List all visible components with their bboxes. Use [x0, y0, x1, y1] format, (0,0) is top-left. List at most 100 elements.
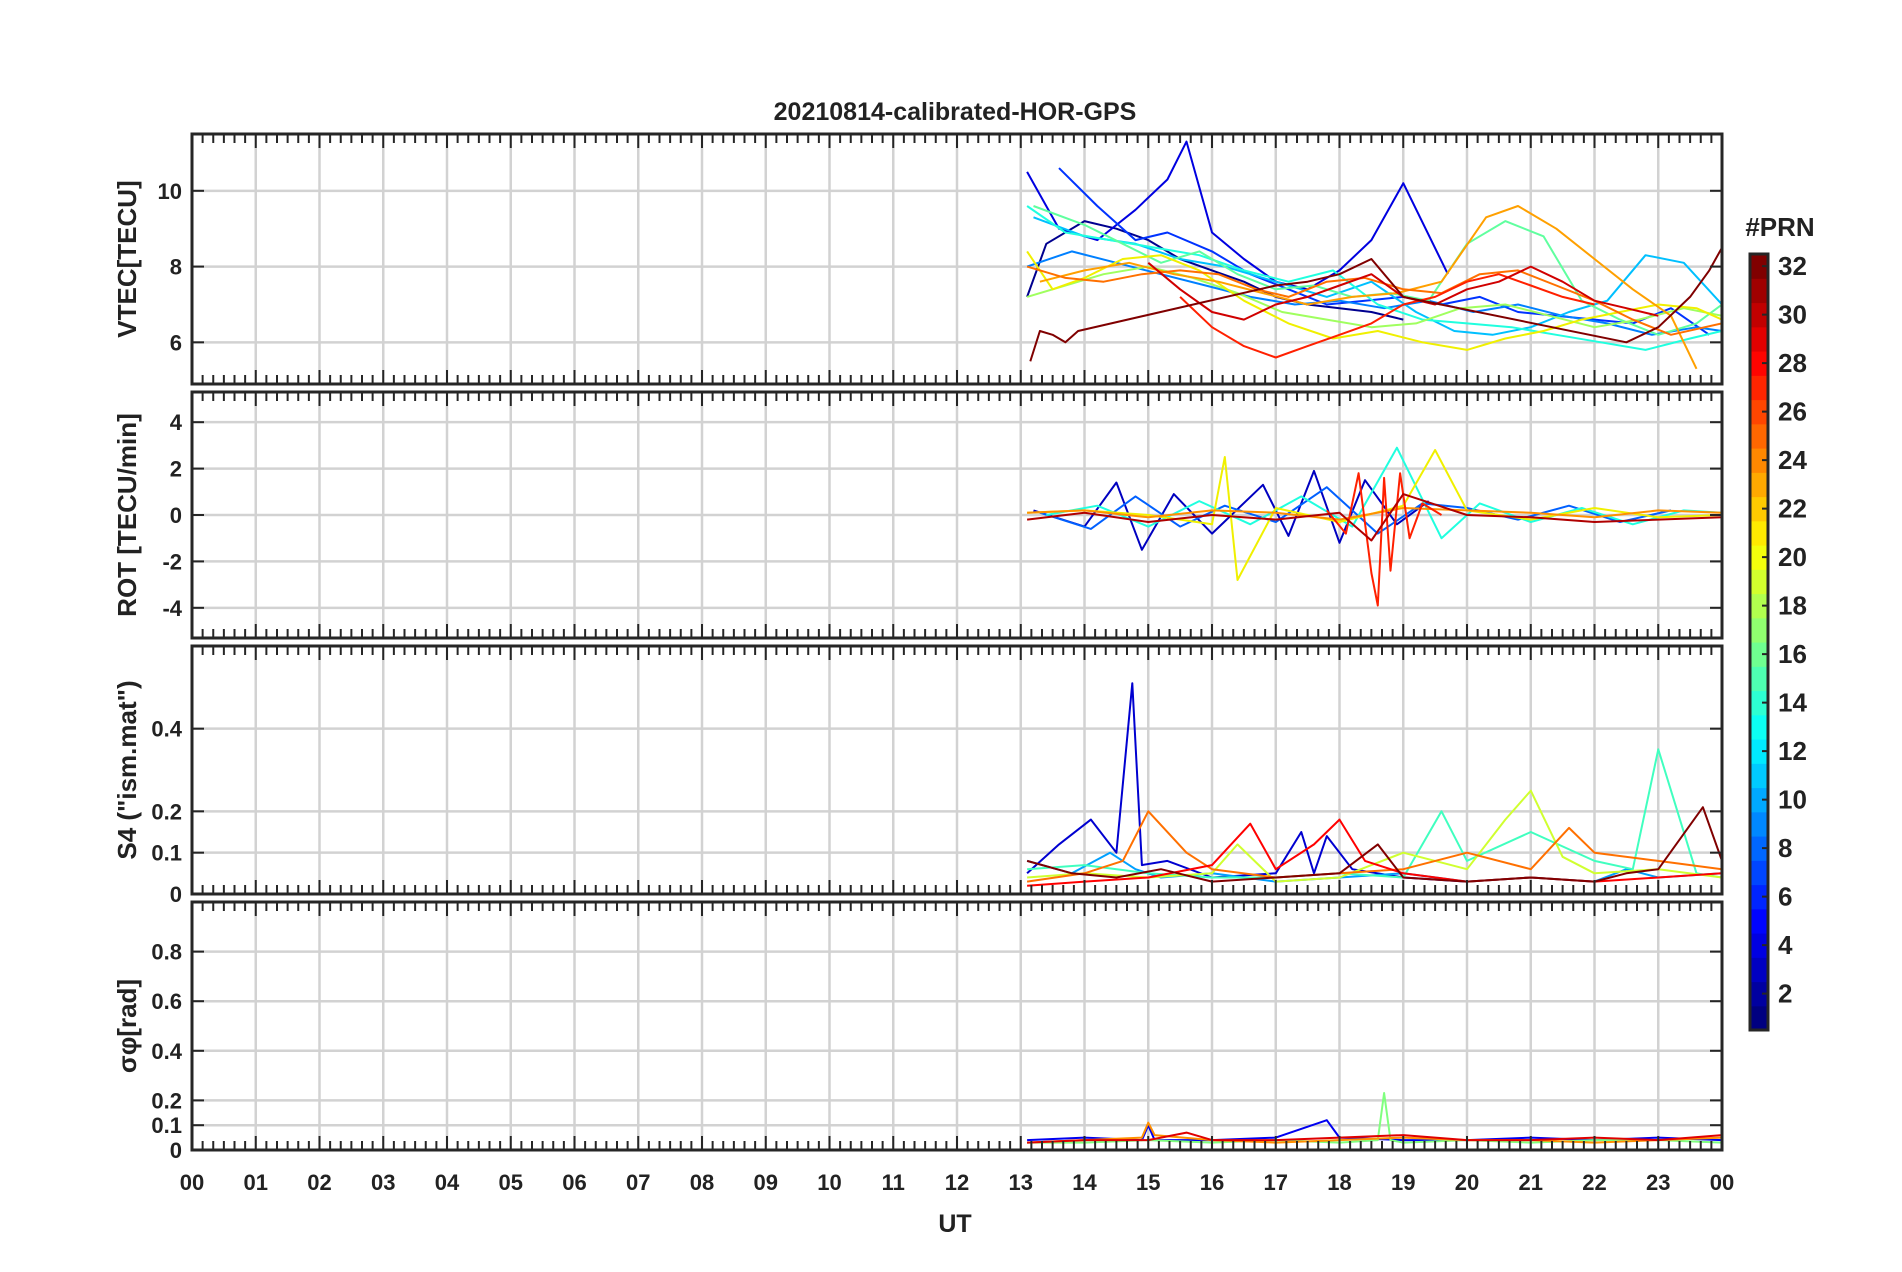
colorbar-tick-label: 20 — [1778, 542, 1807, 572]
colorbar-label: #PRN — [1745, 212, 1814, 242]
series-line-prn-27 — [1326, 472, 1443, 607]
y-tick-label: 0.1 — [151, 1113, 182, 1138]
colorbar-tick-label: 10 — [1778, 785, 1807, 815]
x-tick-label: 15 — [1136, 1170, 1160, 1195]
series-line-prn-31 — [1029, 247, 1722, 362]
colorbar-segment — [1750, 375, 1768, 401]
x-tick-labels: 00 01 02 03 04 05 06 07 08 09 10 11 12 13 14 15 16 17 18 19… — [180, 1170, 1734, 1195]
y-tick-label: 6 — [170, 330, 182, 355]
colorbar-tick-label: 32 — [1778, 251, 1807, 281]
x-tick-label: 16 — [1200, 1170, 1224, 1195]
x-tick-label: 04 — [435, 1170, 460, 1195]
colorbar-segment — [1750, 690, 1768, 716]
colorbar-segment — [1750, 739, 1768, 764]
series-line-prn-30 — [1026, 493, 1722, 542]
colorbar-tick-label: 6 — [1778, 882, 1792, 912]
x-tick-label: 14 — [1072, 1170, 1097, 1195]
series-line-prn-11 — [1033, 216, 1722, 336]
y-axis-label: ROT [TECU/min] — [112, 413, 142, 617]
y-tick-label: 0.4 — [151, 1039, 182, 1064]
series-line-prn-32 — [1026, 806, 1722, 883]
series-line-prn-1 — [1026, 220, 1404, 321]
y-tick-label: 8 — [170, 255, 182, 280]
x-tick-label: 09 — [754, 1170, 778, 1195]
x-tick-label: 18 — [1327, 1170, 1351, 1195]
x-tick-label: 20 — [1455, 1170, 1479, 1195]
panel-rot: -4 -2 0 2 4 ROT [TECU/min] — [112, 390, 1724, 640]
colorbar-segment — [1750, 593, 1768, 619]
series-line-prn-15 — [1027, 748, 1722, 879]
colorbar-segment — [1750, 642, 1768, 667]
y-tick-label: 0 — [170, 503, 182, 528]
colorbar-tick-label: 28 — [1778, 348, 1807, 378]
colorbar-tick-label: 4 — [1778, 930, 1793, 960]
axes-frame — [190, 390, 1724, 640]
colorbar-segment — [1750, 617, 1768, 643]
x-tick-label: 06 — [562, 1170, 586, 1195]
series-line-prn-7 — [1039, 486, 1672, 535]
series-line-prn-23 — [1027, 507, 1722, 521]
colorbar-segment — [1750, 884, 1768, 910]
axes-frame — [190, 644, 1724, 896]
colorbar-segment — [1750, 787, 1768, 813]
colorbar-segment — [1750, 1005, 1768, 1031]
colorbar-segment — [1750, 957, 1768, 983]
y-tick-label: 0.2 — [151, 799, 182, 824]
y-tick-label: 0 — [170, 882, 182, 907]
series-group — [1026, 446, 1722, 607]
y-tick-label: 0.2 — [151, 1088, 182, 1113]
colorbar-tick-label: 14 — [1778, 688, 1807, 718]
colorbar-segment — [1750, 811, 1768, 837]
colorbar-segment — [1750, 520, 1768, 546]
colorbar-segment — [1750, 326, 1768, 352]
y-axis-label: S4 ("ism.mat") — [112, 680, 142, 859]
x-tick-label: 17 — [1264, 1170, 1288, 1195]
y-tick-label: 0.6 — [151, 989, 182, 1014]
colorbar-segment — [1750, 860, 1768, 886]
colorbar-segment — [1750, 763, 1768, 789]
series-group — [1026, 140, 1722, 370]
x-tick-label: 23 — [1646, 1170, 1670, 1195]
x-tick-label: 00 — [1710, 1170, 1734, 1195]
x-tick-label: 19 — [1391, 1170, 1415, 1195]
y-axis-label: σφ[rad] — [112, 979, 142, 1073]
series-line-prn-19 — [1027, 789, 1722, 883]
x-tick-label: 13 — [1009, 1170, 1033, 1195]
y-tick-label: -2 — [162, 549, 182, 574]
colorbar-tick-label: 22 — [1778, 494, 1807, 524]
y-tick-label: 0.4 — [151, 717, 182, 742]
colorbar-segment — [1750, 908, 1768, 934]
colorbar-segment — [1750, 569, 1768, 595]
x-tick-label: 08 — [690, 1170, 714, 1195]
colorbar-segment — [1750, 472, 1768, 498]
colorbar-segment — [1750, 399, 1768, 425]
y-tick-label: 4 — [170, 410, 183, 435]
series-line-prn-18 — [1026, 265, 1722, 329]
colorbar-tick-label: 18 — [1778, 591, 1807, 621]
y-axis-label: VTEC[TECU] — [112, 180, 142, 337]
x-tick-label: 07 — [626, 1170, 650, 1195]
x-tick-label: 12 — [945, 1170, 969, 1195]
series-line-prn-8 — [1026, 250, 1722, 336]
colorbar-tick-label: 2 — [1778, 979, 1792, 1009]
series-line-prn-14 — [1026, 205, 1722, 351]
colorbar-tick-label: 30 — [1778, 300, 1807, 330]
panel-sigma_phi: 00.10.2 0.4 0.6 0.8 σφ[rad] — [112, 900, 1724, 1163]
colorbar-tick-label: 16 — [1778, 639, 1807, 669]
axes-frame — [190, 132, 1724, 386]
x-tick-label: 01 — [244, 1170, 268, 1195]
colorbar-segment — [1750, 981, 1768, 1007]
colorbar-segment — [1750, 933, 1768, 958]
colorbar-frame — [1748, 252, 1770, 1032]
colorbar-segment — [1750, 496, 1768, 522]
colorbar-tick-label: 24 — [1778, 445, 1807, 475]
series-line-prn-27 — [1179, 273, 1595, 359]
series-group — [1026, 682, 1722, 887]
colorbar-tick-label: 8 — [1778, 833, 1792, 863]
x-tick-label: 21 — [1519, 1170, 1543, 1195]
colorbar-tick-label: 12 — [1778, 736, 1807, 766]
colorbar-segment — [1750, 545, 1768, 570]
colorbar-segment — [1750, 302, 1768, 328]
